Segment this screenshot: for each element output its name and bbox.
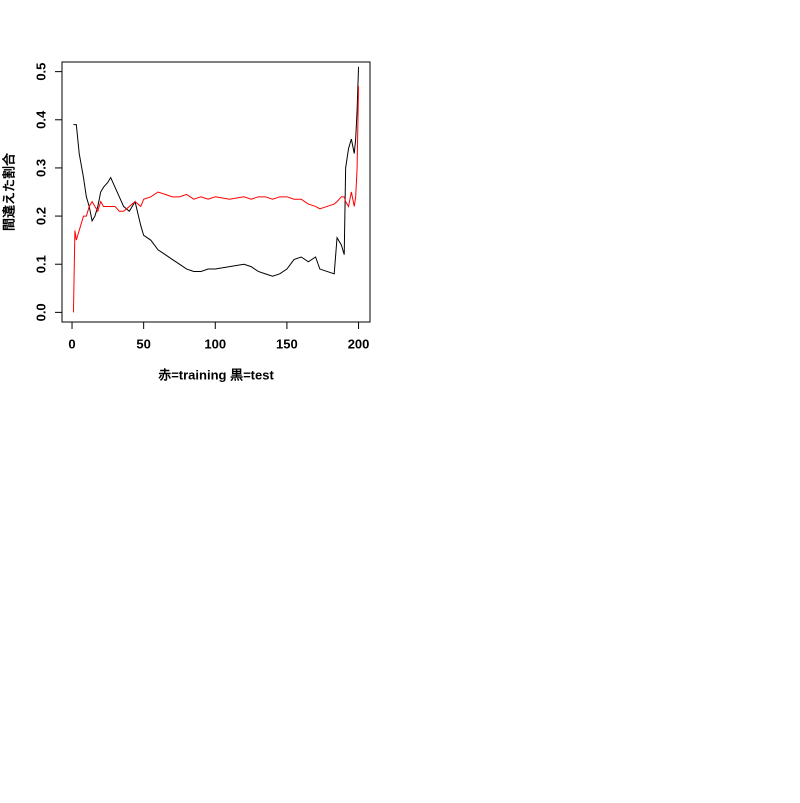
y-tick-label: 0.2 <box>33 207 48 225</box>
y-axis-label: 間違えた割合 <box>1 152 16 231</box>
y-tick-label: 0.1 <box>33 255 48 273</box>
x-tick-label: 150 <box>276 336 298 351</box>
plot-box <box>61 61 371 323</box>
x-axis-label: 赤=training 黒=test <box>158 367 274 382</box>
x-tick-label: 200 <box>348 336 370 351</box>
y-tick-label: 0.4 <box>33 110 48 129</box>
y-tick-label: 0.3 <box>33 159 48 177</box>
x-tick-label: 50 <box>136 336 150 351</box>
x-tick-label: 0 <box>68 336 75 351</box>
data-line <box>73 66 360 277</box>
y-tick-label: 0.5 <box>33 63 48 81</box>
x-tick-label: 100 <box>204 336 226 351</box>
data-line <box>72 86 360 313</box>
y-tick-label: 0.0 <box>33 303 48 321</box>
